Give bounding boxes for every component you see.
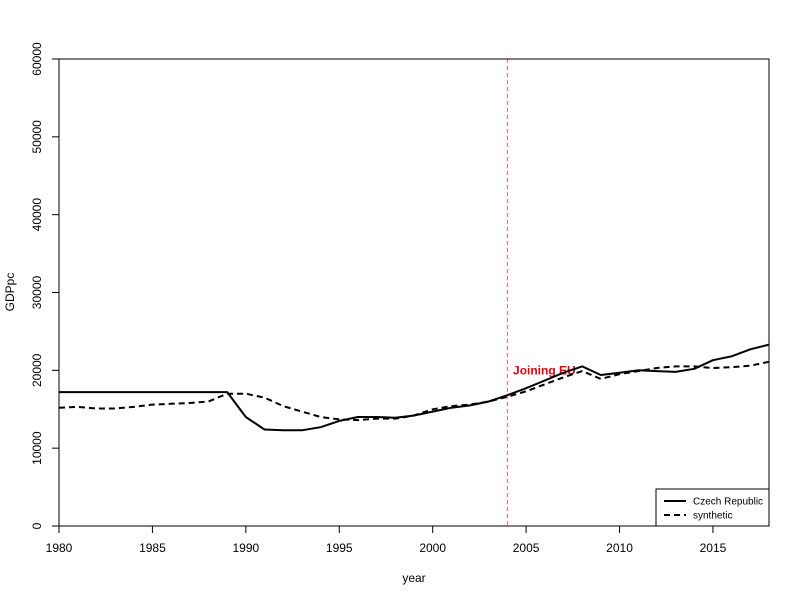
y-tick-label: 20000: [30, 353, 44, 387]
x-tick-label: 1995: [326, 541, 353, 555]
x-axis-title: year: [402, 571, 425, 585]
x-tick-label: 1985: [139, 541, 166, 555]
y-tick-label: 10000: [30, 431, 44, 465]
y-tick-label: 50000: [30, 120, 44, 154]
y-axis-title: GDPpc: [3, 273, 17, 312]
axes: 1980 1985 1990 1995 2000 2005 2010 2015 0 10000 20…: [30, 42, 770, 555]
x-tick-label: 1980: [46, 541, 73, 555]
plot-frame: [58, 58, 770, 527]
x-tick-label: 2005: [513, 541, 540, 555]
plot-area: Joining EU: [58, 59, 770, 526]
y-tick-label: 30000: [30, 275, 44, 309]
x-tick-label: 1990: [232, 541, 259, 555]
y-tick-label: 40000: [30, 198, 44, 232]
y-tick-label: 60000: [30, 42, 44, 76]
y-tick-label: 0: [30, 522, 44, 529]
legend-box: [655, 488, 770, 527]
legend-label: synthetic: [693, 511, 732, 522]
x-tick-label: 2010: [606, 541, 633, 555]
series-line-synthetic: [58, 360, 770, 422]
annotation-label: Joining EU: [513, 363, 576, 377]
legend-label: Czech Republic: [693, 497, 763, 508]
series-line-czech-republic: [59, 343, 770, 432]
x-tick-label: 2015: [700, 541, 727, 555]
legend: Czech Republic synthetic: [655, 488, 770, 527]
x-tick-label: 2000: [419, 541, 446, 555]
